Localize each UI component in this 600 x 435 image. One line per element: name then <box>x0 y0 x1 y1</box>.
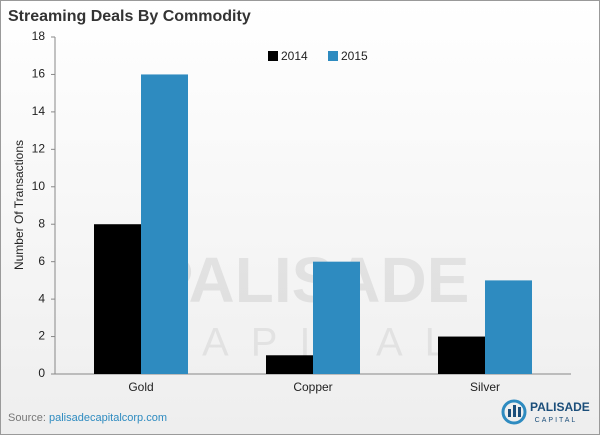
source: Source: palisadecapitalcorp.com <box>8 412 167 424</box>
chart-title: Streaming Deals By Commodity <box>8 8 251 25</box>
y-tick-label: 2 <box>38 329 45 343</box>
legend-swatch <box>328 51 338 61</box>
logo-icon <box>513 405 516 417</box>
legend-label: 2015 <box>341 49 368 63</box>
x-tick-label: Silver <box>470 380 500 394</box>
logo-tagline: CAPITAL <box>535 417 578 424</box>
y-tick-label: 8 <box>38 216 45 230</box>
y-axis-title: Number Of Transactions <box>12 140 26 270</box>
x-tick-label: Copper <box>293 380 332 394</box>
y-tick-label: 12 <box>32 142 46 156</box>
bar <box>94 224 141 374</box>
bar <box>266 355 313 374</box>
bar <box>313 261 360 374</box>
bar <box>438 336 485 374</box>
logo-icon <box>518 407 521 417</box>
source-label: Source: <box>8 412 46 424</box>
y-tick-label: 0 <box>38 366 45 380</box>
y-tick-label: 6 <box>38 254 45 268</box>
watermark-name: PALISADE <box>151 244 470 316</box>
legend-label: 2014 <box>281 49 308 63</box>
bar <box>141 74 188 374</box>
logo-icon <box>501 399 527 425</box>
source-link[interactable]: palisadecapitalcorp.com <box>49 412 167 424</box>
logo: PALISADE CAPITAL <box>501 399 590 425</box>
legend-swatch <box>268 51 278 61</box>
logo-name: PALISADE <box>530 400 590 414</box>
y-tick-label: 16 <box>32 67 46 81</box>
bar <box>485 280 532 374</box>
logo-icon <box>508 409 511 417</box>
x-tick-label: Gold <box>128 380 153 394</box>
y-tick-label: 18 <box>32 29 46 43</box>
y-tick-label: 4 <box>38 291 45 305</box>
y-tick-label: 14 <box>32 104 46 118</box>
y-tick-label: 10 <box>32 179 46 193</box>
